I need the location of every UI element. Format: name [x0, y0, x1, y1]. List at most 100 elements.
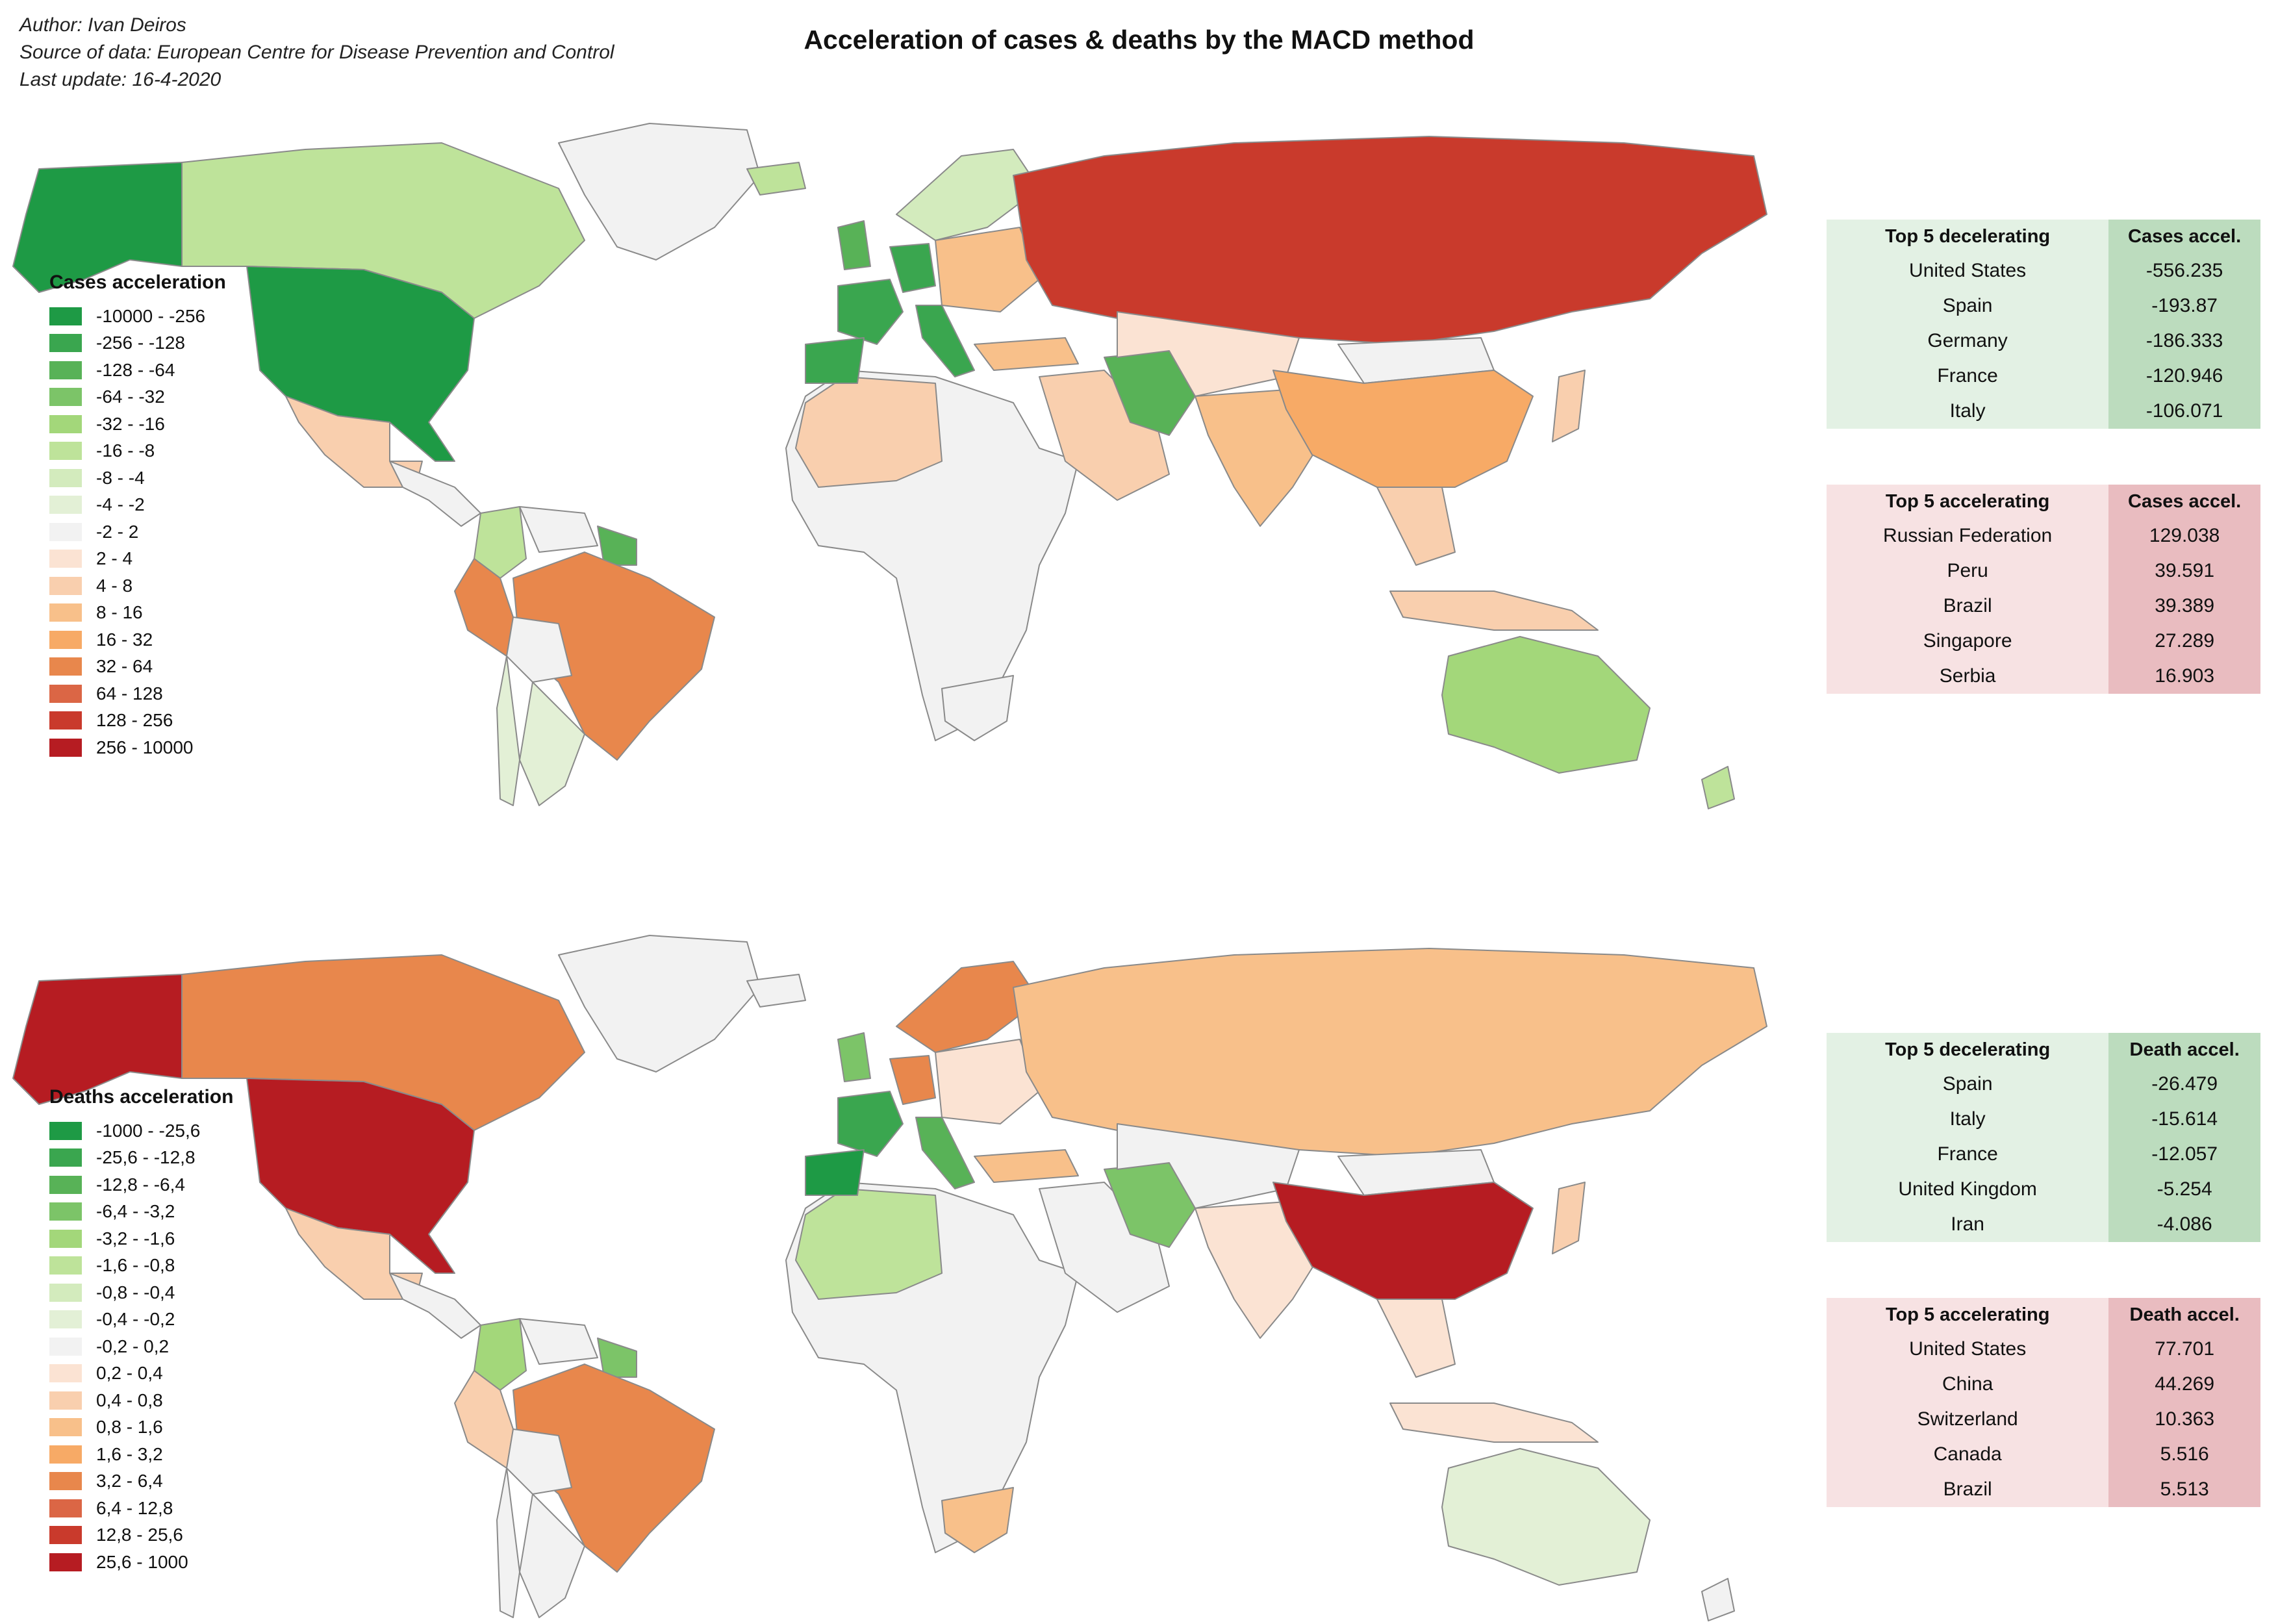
region-iceland [746, 974, 806, 1008]
region-turkey [974, 1149, 1079, 1183]
legend-item: 2 - 4 [49, 546, 226, 573]
legend-label: 12,8 - 25,6 [96, 1525, 183, 1545]
legend-label: -128 - -64 [96, 359, 175, 380]
legend-swatch [49, 1526, 82, 1545]
legend-label: -1,6 - -0,8 [96, 1255, 175, 1276]
deaths-decelerating-table: Top 5 decelerating Death accel. Spain -26.4… [1827, 1033, 2260, 1242]
table-row: Spain -26.479 [1827, 1067, 2260, 1102]
legend-swatch [49, 550, 82, 568]
legend-swatch [49, 1364, 82, 1383]
value-cell: -12.057 [2108, 1137, 2260, 1172]
column-header-rank: Top 5 accelerating [1827, 485, 2109, 518]
legend-label: -0,8 - -0,4 [96, 1282, 175, 1302]
region-indonesia [1389, 1402, 1599, 1443]
column-header-rank: Top 5 decelerating [1827, 220, 2109, 253]
legend-item: -0,4 - -0,2 [49, 1306, 233, 1334]
region-spain [805, 337, 865, 384]
region-new-zealand [1701, 766, 1735, 809]
table-header-row: Top 5 decelerating Death accel. [1827, 1033, 2260, 1067]
region-greenland [558, 935, 761, 1072]
legend-label: -0,2 - 0,2 [96, 1336, 170, 1356]
region-germany [889, 1055, 936, 1105]
legend-item: -12,8 - -6,4 [49, 1171, 233, 1199]
region-iceland [746, 162, 806, 196]
legend-swatch [49, 1472, 82, 1491]
legend-swatch [49, 1337, 82, 1356]
region-eastern-europe [935, 227, 1040, 312]
legend-swatch [49, 388, 82, 407]
value-cell: 44.269 [2108, 1367, 2260, 1402]
region-france [837, 279, 904, 345]
value-cell: -186.333 [2108, 324, 2260, 359]
region-greenland [558, 123, 761, 260]
table-header-row: Top 5 decelerating Cases accel. [1827, 220, 2260, 253]
country-cell: Switzerland [1827, 1402, 2109, 1437]
legend-label: -16 - -8 [96, 440, 155, 461]
value-cell: 129.038 [2108, 518, 2260, 553]
legend-swatch [49, 442, 82, 461]
legend-item: -10000 - -256 [49, 303, 226, 330]
legend-item: 128 - 256 [49, 707, 226, 735]
value-cell: 77.701 [2108, 1332, 2260, 1367]
region-bolivia [506, 1428, 572, 1495]
country-cell: China [1827, 1367, 2109, 1402]
deaths-legend-title: Deaths acceleration [49, 1086, 234, 1108]
legend-item: 256 - 10000 [49, 734, 226, 761]
legend-item: -4 - -2 [49, 492, 226, 519]
region-uk [837, 1032, 871, 1082]
author-label: Author: Ivan Deiros [19, 14, 186, 36]
cases-world-map [12, 123, 1767, 809]
region-north-africa [795, 376, 943, 488]
country-cell: Iran [1827, 1207, 2109, 1242]
legend-swatch [49, 1148, 82, 1167]
country-cell: France [1827, 359, 2109, 394]
value-cell: 39.389 [2108, 589, 2260, 624]
column-header-rank: Top 5 accelerating [1827, 1298, 2109, 1332]
table-row: Italy -106.071 [1827, 394, 2260, 429]
legend-item: 64 - 128 [49, 680, 226, 707]
legend-label: 25,6 - 1000 [96, 1551, 188, 1572]
region-central-america [389, 461, 481, 527]
region-china [1272, 370, 1534, 488]
cases-legend: Cases acceleration -10000 - -256 -256 - -… [49, 272, 226, 761]
country-cell: Spain [1827, 1067, 2109, 1102]
country-cell: Singapore [1827, 624, 2109, 659]
deaths-accelerating-table: Top 5 accelerating Death accel. United Sta… [1827, 1298, 2260, 1507]
country-cell: Italy [1827, 394, 2109, 429]
legend-label: -32 - -16 [96, 413, 165, 434]
cases-decelerating-table: Top 5 decelerating Cases accel. United Sta… [1827, 220, 2260, 429]
region-south-africa [941, 675, 1014, 741]
table-row: Serbia 16.903 [1827, 659, 2260, 694]
column-header-value: Cases accel. [2108, 485, 2260, 518]
country-cell: United Kingdom [1827, 1172, 2109, 1207]
table-row: France -12.057 [1827, 1137, 2260, 1172]
legend-item: -25,6 - -12,8 [49, 1145, 233, 1172]
table-header-row: Top 5 accelerating Death accel. [1827, 1298, 2260, 1332]
cases-legend-title: Cases acceleration [49, 272, 226, 293]
value-cell: -193.87 [2108, 288, 2260, 324]
legend-label: -64 - -32 [96, 387, 165, 407]
table-row: United States 77.701 [1827, 1332, 2260, 1367]
legend-label: 8 - 16 [96, 602, 143, 623]
legend-label: 16 - 32 [96, 629, 153, 650]
table-row: China 44.269 [1827, 1367, 2260, 1402]
legend-label: -1000 - -25,6 [96, 1120, 201, 1141]
region-indonesia [1389, 590, 1599, 631]
region-italy [915, 1117, 975, 1189]
table-row: France -120.946 [1827, 359, 2260, 394]
legend-swatch [49, 1229, 82, 1248]
legend-item: -3,2 - -1,6 [49, 1225, 233, 1252]
legend-swatch [49, 576, 82, 595]
country-cell: Germany [1827, 324, 2109, 359]
region-italy [915, 305, 975, 377]
legend-swatch [49, 657, 82, 676]
country-cell: Brazil [1827, 589, 2109, 624]
table-row: Brazil 39.389 [1827, 589, 2260, 624]
region-japan [1552, 1182, 1586, 1254]
legend-swatch [49, 522, 82, 541]
legend-swatch [49, 334, 82, 353]
region-venezuela [519, 1318, 598, 1365]
legend-item: -8 - -4 [49, 464, 226, 492]
region-germany [889, 243, 936, 293]
value-cell: 5.513 [2108, 1472, 2260, 1507]
